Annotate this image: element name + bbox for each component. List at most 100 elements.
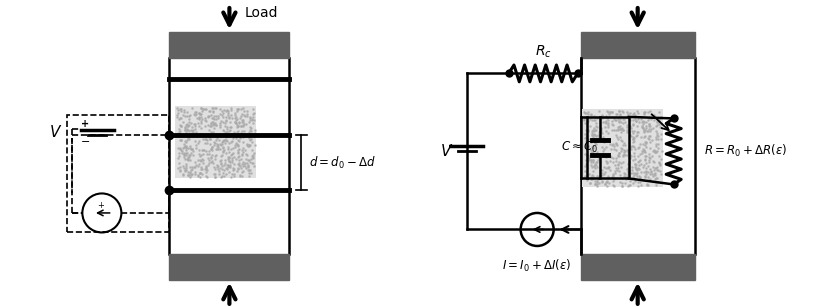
- Point: [248, 150, 261, 155]
- Point: [207, 171, 220, 176]
- Point: [579, 158, 592, 163]
- Point: [173, 165, 186, 170]
- Point: [215, 163, 229, 168]
- Point: [620, 130, 634, 134]
- Point: [228, 129, 241, 134]
- Point: [195, 111, 208, 116]
- Point: [618, 171, 631, 176]
- Point: [624, 170, 637, 175]
- Point: [651, 164, 664, 169]
- Point: [212, 166, 225, 171]
- Point: [180, 153, 193, 157]
- Point: [601, 115, 615, 120]
- Point: [244, 136, 257, 141]
- Point: [628, 162, 641, 167]
- Point: [205, 132, 218, 137]
- Point: [609, 140, 622, 145]
- Point: [236, 145, 249, 150]
- Point: [171, 114, 184, 119]
- Point: [222, 129, 235, 134]
- Point: [229, 115, 242, 120]
- Point: [201, 162, 214, 167]
- Point: [653, 169, 667, 173]
- Point: [185, 133, 198, 138]
- Point: [601, 175, 615, 180]
- Point: [582, 119, 595, 124]
- Point: [219, 138, 233, 143]
- Point: [196, 172, 209, 177]
- Point: [206, 161, 219, 165]
- Point: [197, 148, 210, 153]
- Point: [632, 145, 645, 150]
- Point: [233, 162, 246, 167]
- Point: [232, 149, 245, 154]
- Point: [178, 144, 191, 149]
- Point: [589, 142, 602, 147]
- Point: [217, 138, 230, 143]
- Point: [579, 139, 592, 144]
- Point: [647, 149, 660, 154]
- Point: [235, 174, 248, 179]
- Point: [649, 134, 662, 139]
- Point: [617, 147, 630, 152]
- Point: [245, 132, 258, 137]
- Point: [236, 122, 249, 127]
- Point: [598, 182, 611, 187]
- Point: [586, 129, 599, 134]
- Point: [192, 152, 205, 157]
- Point: [246, 153, 259, 157]
- Point: [599, 119, 612, 124]
- Point: [174, 138, 187, 142]
- Point: [588, 141, 601, 146]
- Point: [230, 169, 243, 173]
- Point: [205, 122, 218, 127]
- Point: [203, 108, 216, 113]
- Point: [618, 173, 631, 178]
- Point: [182, 170, 195, 175]
- Point: [637, 130, 650, 134]
- Point: [202, 127, 215, 132]
- Point: [627, 144, 640, 149]
- Point: [603, 154, 616, 159]
- Point: [172, 156, 185, 161]
- Point: [241, 142, 254, 146]
- Point: [204, 159, 217, 164]
- Point: [182, 132, 195, 137]
- Point: [240, 142, 253, 147]
- Point: [220, 167, 233, 172]
- Point: [216, 120, 229, 125]
- Point: [219, 166, 233, 171]
- Point: [214, 119, 227, 124]
- Point: [603, 142, 616, 147]
- Point: [237, 106, 250, 111]
- Point: [601, 159, 614, 164]
- Point: [641, 129, 654, 134]
- Point: [615, 125, 629, 130]
- Point: [582, 128, 595, 133]
- Point: [175, 134, 188, 138]
- Point: [243, 124, 257, 129]
- Point: [589, 162, 602, 167]
- Point: [243, 136, 256, 141]
- Point: [177, 151, 191, 156]
- Point: [636, 125, 649, 130]
- Point: [185, 167, 198, 172]
- Point: [203, 149, 216, 154]
- Point: [600, 145, 613, 150]
- Point: [653, 162, 667, 167]
- Point: [645, 169, 658, 173]
- Point: [643, 133, 656, 138]
- Point: [625, 154, 638, 159]
- Point: [649, 137, 662, 142]
- Point: [617, 141, 630, 146]
- Point: [624, 133, 637, 138]
- Point: [186, 129, 199, 134]
- Point: [619, 153, 632, 158]
- Point: [201, 123, 214, 128]
- Point: [214, 165, 227, 170]
- Point: [619, 177, 632, 181]
- Point: [633, 159, 646, 164]
- Point: [186, 130, 199, 135]
- Point: [183, 112, 196, 117]
- Point: [647, 115, 660, 119]
